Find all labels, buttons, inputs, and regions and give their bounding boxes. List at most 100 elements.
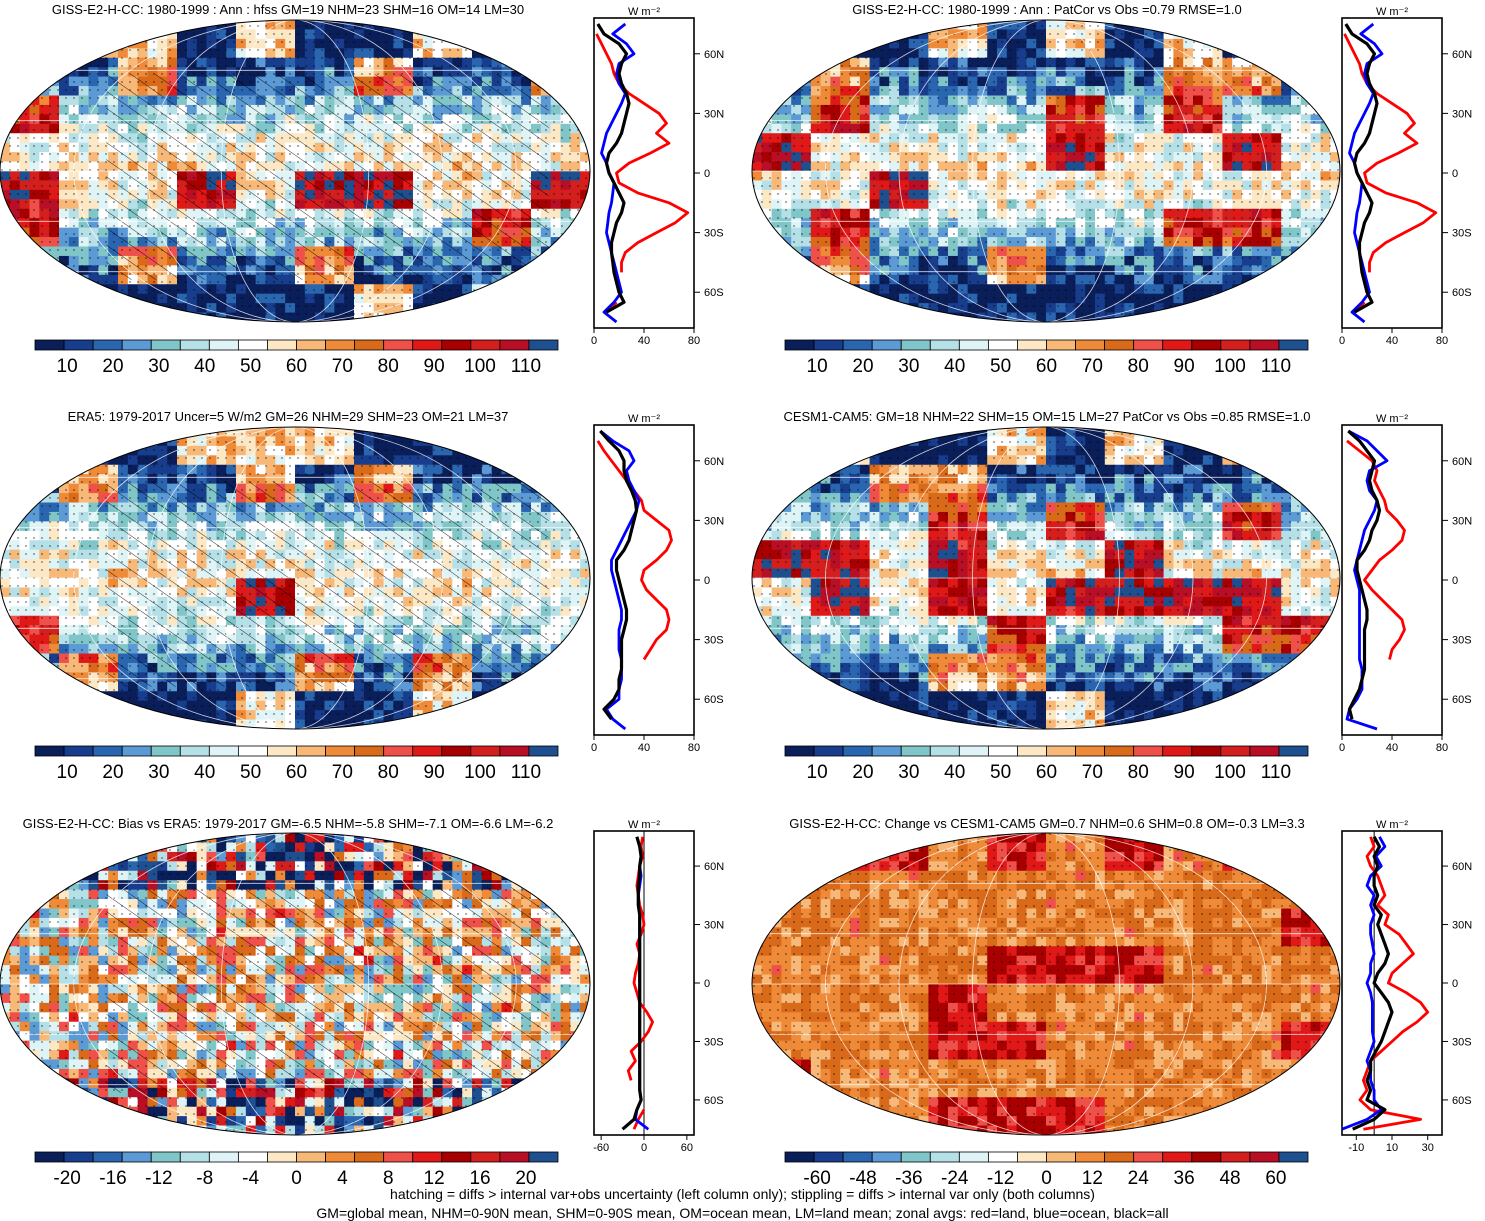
field-cell [752,38,763,49]
colorbar-swatch [987,339,1018,351]
field-cell [39,284,50,295]
field-cell [550,274,562,285]
field-cell [869,29,880,40]
field-cell [560,483,571,494]
field-cell [0,493,11,504]
field-cell [452,312,463,322]
field-cell [157,312,168,322]
field-cell [1222,38,1233,49]
colorbar-tick-label: 40 [944,356,965,377]
field-cell [570,511,581,522]
field-cell [531,445,542,456]
field-cell [1193,29,1204,40]
field-cell [820,303,831,314]
colorbar-swatch [1191,339,1222,351]
field-cell [781,38,792,49]
field-cell [118,427,129,438]
field-cell [560,20,571,31]
field-cell [752,218,763,229]
field-cell [1163,20,1174,31]
field-cell [771,284,782,295]
colorbar-swatch [237,339,268,351]
x-tick-label: 40 [1386,335,1398,347]
field-cell [0,293,11,304]
field-cell [791,76,802,87]
field-cell [521,455,532,466]
field-cell [49,48,60,59]
field-cell [820,48,831,59]
field-cell [1212,312,1223,322]
field-cell [0,483,11,494]
field-cell [570,227,581,238]
field-cell [0,218,11,229]
field-cell [1300,246,1312,257]
field-cell [39,312,50,322]
colorbar-tick-label: 70 [332,356,353,377]
field-cell [137,303,149,314]
field-cell [820,312,831,322]
field-cell [29,284,40,295]
field-cell [550,293,562,304]
field-cell [550,246,562,257]
field-cell [1300,48,1312,59]
field-cell [752,123,763,134]
field-cell [850,312,861,322]
field-cell [501,312,512,322]
field-cell [1271,20,1282,31]
field-cell [118,20,129,31]
field-cell [560,284,571,295]
field-cell [550,464,562,475]
field-cell [511,29,522,40]
field-cell [88,293,99,304]
field-cell [1330,265,1340,276]
field-cell [540,445,552,456]
field-cell [801,48,812,59]
field-cell [580,67,590,78]
field-cell [29,29,40,40]
field-cell [0,511,11,522]
field-cell [19,38,31,49]
field-cell [442,20,453,31]
field-cell [49,445,60,456]
field-cell [472,38,483,49]
field-cell [1320,303,1331,314]
field-cell [540,474,552,485]
field-cell [0,95,11,106]
field-cell [550,255,562,266]
field-cell [1232,312,1243,322]
field-cell [19,312,31,322]
field-cell [78,293,90,304]
field-cell [570,67,581,78]
field-cell [850,38,861,49]
field-cell [78,303,90,314]
colorbar-tick-label: 20 [102,356,123,377]
field-cell [550,427,562,438]
field-cell [1271,48,1282,59]
field-cell [752,76,763,87]
field-cell [19,20,31,31]
field-cell [1330,104,1340,115]
colorbar-swatch [1133,339,1164,351]
field-cell [39,76,50,87]
field-cell [1320,86,1331,97]
field-cell [501,38,512,49]
field-cell [580,104,590,115]
field-cell [761,67,773,78]
field-cell [127,427,139,438]
field-cell [540,255,552,266]
field-cell [1193,312,1204,322]
field-cell [560,38,571,49]
field-cell [791,265,802,276]
field-cell [810,20,822,31]
field-cell [752,246,763,257]
field-cell [1271,29,1282,40]
map-field [0,427,590,729]
field-cell [801,284,812,295]
field-cell [810,274,822,285]
colorbar-tick-label: 110 [511,356,541,377]
field-cell [98,312,109,322]
field-cell [521,38,532,49]
field-cell [1320,274,1331,285]
field-cell [9,104,21,115]
field-cell [108,29,119,40]
